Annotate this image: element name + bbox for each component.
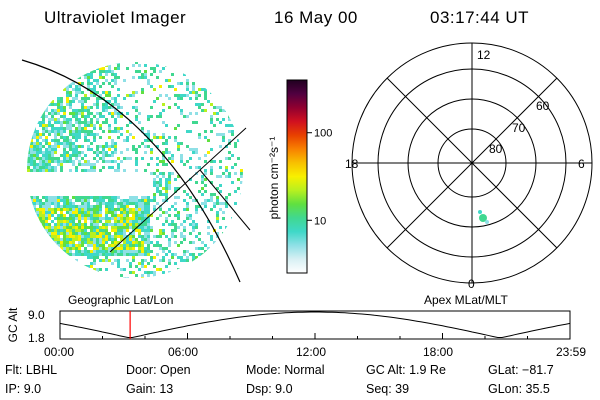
geographic-longitude-status: GLon: 35.5 — [488, 382, 550, 396]
auroral-emission-pixels — [27, 62, 243, 278]
lat-label-60: 60 — [536, 99, 550, 113]
altitude-tick-min: 1.8 — [28, 331, 45, 345]
status-footer: Flt: LBHL Door: Open Mode: Normal GC Alt… — [0, 362, 600, 400]
altitude-plot: Geographic Lat/Lon Apex MLat/MLT GC Alt … — [6, 293, 586, 359]
time-tick-18: 18:00 — [423, 345, 453, 359]
mlt-label-noon: 12 — [477, 48, 491, 62]
colorbar-gradient — [286, 79, 308, 274]
lat-label-80: 80 — [489, 142, 503, 156]
geographic-meridian-line-2 — [199, 169, 251, 231]
colorbar-unit-label: photon cm⁻²s⁻¹ — [267, 137, 281, 220]
colorbar-ticks: 100 10 — [307, 128, 332, 227]
gain-status: Gain: 13 — [126, 382, 174, 396]
filter-status: Flt: LBHL — [5, 363, 58, 377]
lat-label-70: 70 — [512, 121, 526, 135]
observation-time: 03:17:44 UT — [430, 8, 530, 27]
mlt-label-dusk: 18 — [345, 157, 359, 171]
mlt-label-dawn: 6 — [578, 157, 585, 171]
auroral-image — [21, 59, 251, 283]
mlt-label-midnight: 0 — [468, 277, 475, 291]
colorbar: 100 10 photon cm⁻²s⁻¹ — [267, 79, 332, 274]
instrument-title: Ultraviolet Imager — [44, 8, 187, 27]
apex-mlat-mlt-title: Apex MLat/MLT — [424, 293, 508, 307]
altitude-axis-label: GC Alt — [6, 307, 20, 342]
geographic-latitude-status: GLat: −81.7 — [488, 363, 554, 377]
sequence-status: Seq: 39 — [366, 382, 410, 396]
ip-status: IP: 9.0 — [5, 382, 42, 396]
geographic-meridian-line — [109, 127, 247, 253]
colorbar-tick-label: 100 — [314, 128, 332, 140]
time-tick-2359: 23:59 — [556, 345, 586, 359]
geographic-latlon-title: Geographic Lat/Lon — [68, 293, 173, 307]
mode-status: Mode: Normal — [246, 363, 325, 377]
dsp-status: Dsp: 9.0 — [246, 382, 293, 396]
altitude-tick-max: 9.0 — [28, 308, 45, 322]
time-axis-ticks — [59, 333, 571, 339]
observation-date: 16 May 00 — [274, 8, 358, 27]
mapped-emission-spot — [478, 210, 489, 224]
geographic-latitude-arc — [21, 59, 241, 283]
time-tick-12: 12:00 — [296, 345, 326, 359]
time-tick-00: 00:00 — [44, 345, 74, 359]
time-tick-06: 06:00 — [168, 345, 198, 359]
header-bar: Ultraviolet Imager 16 May 00 03:17:44 UT — [0, 0, 600, 36]
polar-axis-diagonal-2 — [386, 77, 558, 249]
polar-plot: 12 18 6 0 60 70 80 — [345, 42, 593, 291]
door-status: Door: Open — [126, 363, 191, 377]
colorbar-tick-label: 10 — [314, 215, 326, 227]
altitude-curve — [59, 311, 571, 338]
gc-altitude-status: GC Alt: 1.9 Re — [366, 363, 446, 377]
